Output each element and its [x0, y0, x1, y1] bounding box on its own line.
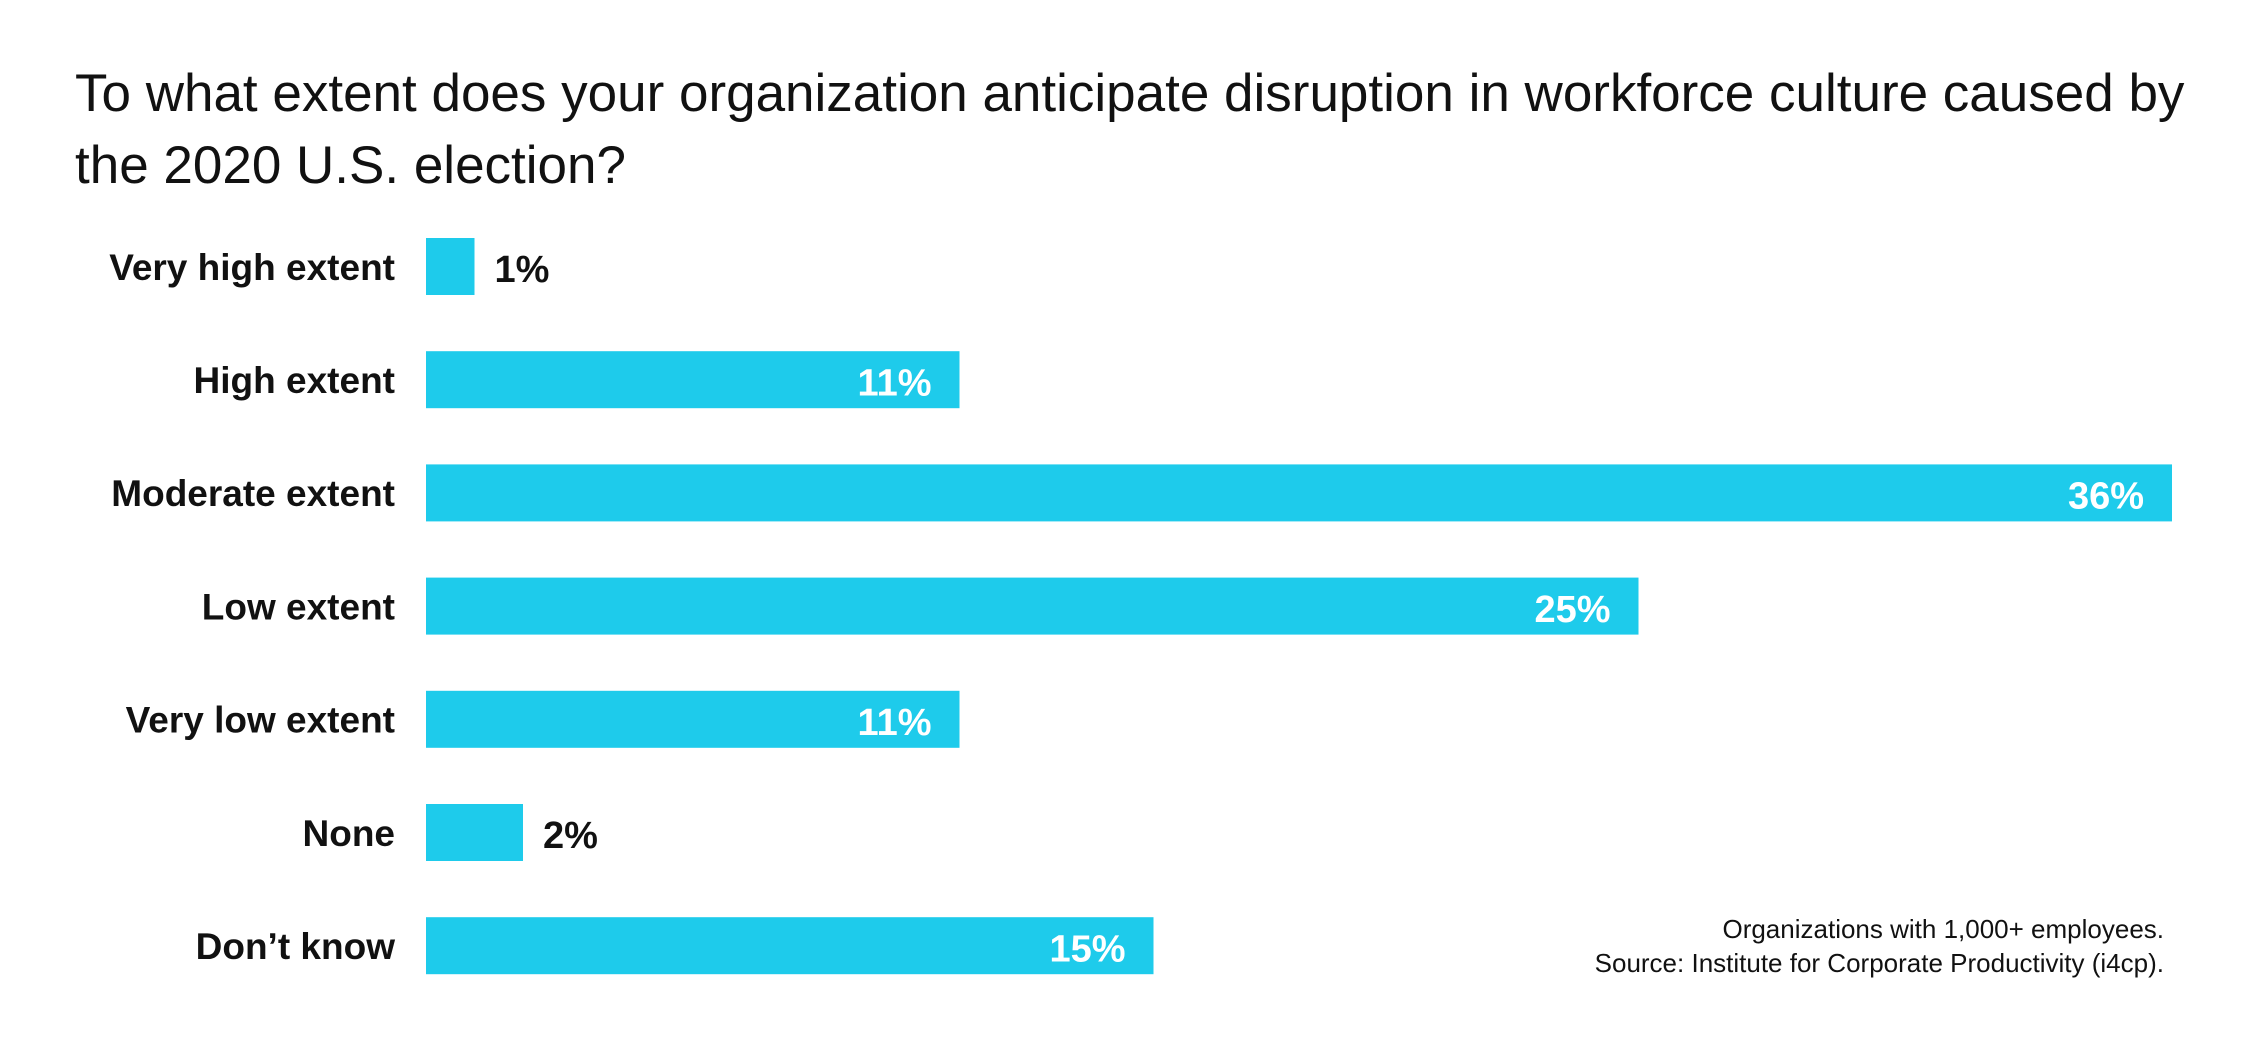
- bar-row: None 2%: [303, 804, 598, 861]
- data-label: 15%: [1049, 928, 1125, 970]
- data-label: 11%: [858, 702, 932, 744]
- data-label: 25%: [1534, 589, 1610, 631]
- bar-row: High extent 11%: [194, 351, 960, 409]
- category-label: Very high extent: [109, 247, 395, 288]
- bar-row: Moderate extent 36%: [111, 464, 2172, 522]
- data-label: 2%: [543, 815, 598, 857]
- source-note: Source: Institute for Corporate Producti…: [1594, 948, 2164, 978]
- bar: [426, 464, 2172, 522]
- bar-row: Don’t know 15%: [196, 917, 1154, 975]
- category-label: High extent: [194, 360, 395, 401]
- bar: [426, 917, 1154, 975]
- sample-note: Organizations with 1,000+ employees.: [1722, 914, 2164, 944]
- category-label: None: [303, 813, 396, 854]
- chart-footnote: Organizations with 1,000+ employees. Sou…: [1595, 912, 2164, 980]
- chart-title: To what extent does your organization an…: [75, 64, 2185, 195]
- bar: [426, 690, 960, 748]
- bar: [426, 577, 1639, 635]
- data-label: 36%: [2068, 476, 2144, 518]
- bar-row: Very low extent 11%: [126, 690, 960, 748]
- category-label: Very low extent: [126, 700, 395, 741]
- bar: [426, 804, 523, 861]
- category-label: Low extent: [202, 586, 395, 627]
- bar-row: Very high extent 1%: [109, 238, 549, 295]
- bar-row: Low extent 25%: [202, 577, 1639, 635]
- category-label: Don’t know: [196, 926, 396, 967]
- bar: [426, 238, 475, 295]
- bar: [426, 351, 960, 409]
- data-label: 11%: [858, 362, 932, 404]
- category-label: Moderate extent: [111, 473, 395, 514]
- data-label: 1%: [495, 249, 550, 291]
